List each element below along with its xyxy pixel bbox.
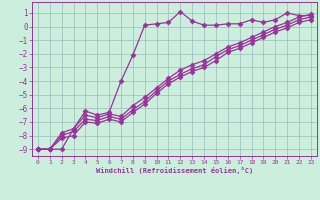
X-axis label: Windchill (Refroidissement éolien,°C): Windchill (Refroidissement éolien,°C) (96, 167, 253, 174)
